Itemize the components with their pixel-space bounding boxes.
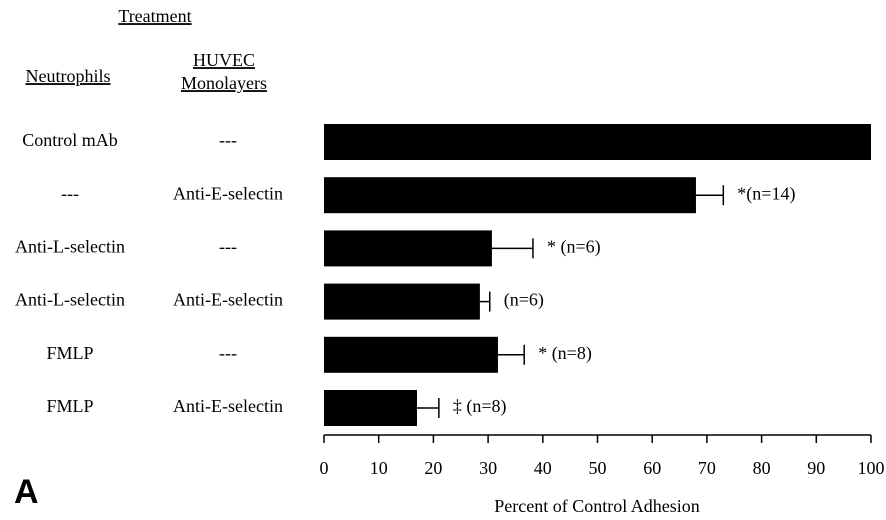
- bar: [324, 124, 871, 160]
- x-tick-label: 50: [589, 458, 607, 478]
- x-tick-label: 90: [807, 458, 825, 478]
- column-header: Neutrophils: [26, 66, 111, 86]
- error-bar: [695, 185, 725, 206]
- row-label: ---: [219, 130, 237, 150]
- x-tick-label: 0: [320, 458, 329, 478]
- bar: [324, 336, 498, 373]
- x-tick-label: 100: [858, 458, 885, 478]
- x-tick-label: 20: [424, 458, 442, 478]
- x-axis-title: Percent of Control Adhesion: [494, 496, 699, 516]
- annotation: *(n=14): [737, 183, 795, 204]
- row-label: Control mAb: [22, 130, 118, 150]
- annotation: * (n=6): [547, 237, 601, 258]
- row-label: FMLP: [46, 396, 93, 416]
- row-label: Anti-L-selectin: [15, 237, 125, 257]
- bar: [324, 283, 480, 320]
- error-bar: [491, 238, 534, 259]
- error-bar: [416, 398, 440, 418]
- bar: [324, 177, 696, 214]
- annotation: ‡ (n=8): [453, 396, 507, 417]
- x-tick-label: 80: [753, 458, 771, 478]
- column-title: Treatment: [118, 6, 191, 26]
- column-header: Monolayers: [181, 73, 267, 93]
- row-label: Anti-E-selectin: [173, 290, 283, 310]
- x-tick-label: 30: [479, 458, 497, 478]
- error-bar: [479, 291, 491, 312]
- row-label: Anti-E-selectin: [173, 396, 283, 416]
- row-label: Anti-L-selectin: [15, 290, 125, 310]
- x-tick-label: 70: [698, 458, 716, 478]
- bar: [324, 230, 492, 267]
- x-tick-label: 40: [534, 458, 552, 478]
- x-tick-label: 60: [643, 458, 661, 478]
- panel-label: A: [14, 473, 39, 511]
- x-tick-label: 10: [370, 458, 388, 478]
- row-label: ---: [219, 343, 237, 363]
- column-header: HUVEC: [193, 50, 255, 70]
- annotation: * (n=8): [538, 343, 592, 364]
- annotation: (n=6): [504, 290, 544, 311]
- error-bar: [497, 344, 525, 365]
- row-label: FMLP: [46, 343, 93, 363]
- row-label: ---: [61, 183, 79, 203]
- bar: [324, 390, 417, 426]
- row-label: Anti-E-selectin: [173, 183, 283, 203]
- row-label: ---: [219, 237, 237, 257]
